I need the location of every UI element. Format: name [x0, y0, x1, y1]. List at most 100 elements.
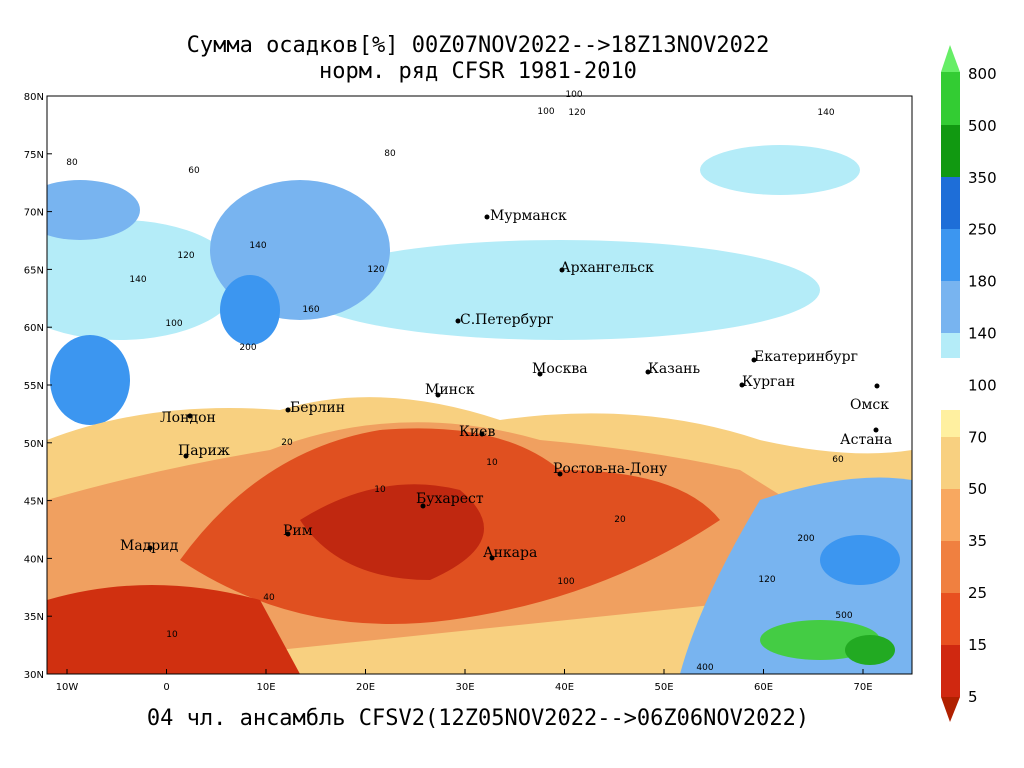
- lon-label: 0: [163, 682, 169, 693]
- legend-label: 35: [968, 532, 987, 550]
- contour-label: 140: [249, 241, 266, 251]
- city-label: Лондон: [160, 410, 216, 426]
- city-label: Астана: [840, 432, 892, 448]
- contour-label: 10: [374, 485, 386, 495]
- city-dot: [751, 357, 757, 363]
- legend-label: 100: [968, 376, 997, 394]
- city-label: Берлин: [290, 400, 345, 416]
- contour-label: 160: [302, 305, 319, 315]
- lat-label: 80N: [24, 92, 44, 103]
- lat-label: 50N: [24, 439, 44, 450]
- city-label: Екатеринбург: [754, 349, 858, 365]
- lon-label: 60E: [754, 682, 773, 693]
- contour-label: 200: [239, 343, 256, 353]
- lon-label: 70E: [853, 682, 872, 693]
- contour-label: 120: [568, 108, 585, 118]
- legend-label: 70: [968, 428, 987, 446]
- lat-label: 40N: [24, 554, 44, 565]
- city-dot: [873, 427, 879, 433]
- lon-label: 40E: [555, 682, 574, 693]
- city-label: Киев: [459, 424, 495, 440]
- contour-label: 140: [129, 275, 146, 285]
- contour-label: 140: [817, 108, 834, 118]
- legend-label: 25: [968, 584, 987, 602]
- contour-label: 400: [696, 663, 713, 673]
- city-dot: [435, 392, 441, 398]
- lat-label: 55N: [24, 381, 44, 392]
- contour-label: 120: [177, 251, 194, 261]
- contour-label: 80: [384, 149, 396, 159]
- contour-label: 10: [166, 630, 178, 640]
- city-dot: [557, 471, 563, 477]
- footer: 04 чл. ансамбль CFSV2(12Z05NOV2022-->06Z…: [147, 706, 809, 731]
- lat-label: 70N: [24, 208, 44, 219]
- city-dot: [559, 267, 565, 273]
- contour-label: 500: [835, 611, 852, 621]
- contour-label: 20: [281, 438, 293, 448]
- subtitle: норм. ряд CFSR 1981-2010: [319, 59, 637, 84]
- city-dot: [874, 383, 880, 389]
- lon-label: 10W: [56, 682, 79, 693]
- lat-label: 75N: [24, 150, 44, 161]
- title: Сумма осадков[%] 00Z07NOV2022-->18Z13NOV…: [187, 33, 770, 58]
- contour-label: 120: [367, 265, 384, 275]
- lat-label: 30N: [24, 670, 44, 681]
- colorbar: [941, 45, 960, 722]
- legend-label: 140: [968, 325, 997, 343]
- legend-label: 50: [968, 480, 987, 498]
- lat-label: 35N: [24, 612, 44, 623]
- city-label: Бухарест: [416, 491, 484, 507]
- city-dot: [739, 382, 745, 388]
- lon-label: 10E: [256, 682, 275, 693]
- legend-label: 15: [968, 636, 987, 654]
- city-dot: [285, 407, 291, 413]
- lon-label: 30E: [455, 682, 474, 693]
- contour-label: 60: [832, 455, 844, 465]
- city-label: Москва: [532, 361, 588, 377]
- legend-label: 180: [968, 273, 997, 291]
- contour-label: 100: [537, 107, 554, 117]
- legend-label: 350: [968, 169, 997, 187]
- city-label: Анкара: [483, 545, 537, 561]
- contour-label: 80: [66, 158, 78, 168]
- precip-field: [47, 96, 912, 674]
- city-dot: [479, 431, 485, 437]
- city-dot: [484, 214, 490, 220]
- contour-label: 120: [758, 575, 775, 585]
- lon-label: 50E: [654, 682, 673, 693]
- city-label: Омск: [850, 397, 889, 413]
- city-dot: [537, 371, 543, 377]
- city-label: Мадрид: [120, 538, 179, 554]
- city-label: С.Петербург: [460, 312, 554, 328]
- city-label: Архангельск: [560, 260, 654, 276]
- city-label: Мурманск: [490, 208, 567, 224]
- city-dot: [285, 531, 291, 537]
- lat-label: 65N: [24, 265, 44, 276]
- contour-label: 40: [263, 593, 275, 603]
- contour-label: 10: [486, 458, 498, 468]
- contour-label: 20: [614, 515, 626, 525]
- contour-label: 100: [165, 319, 182, 329]
- city-label: Курган: [742, 374, 795, 390]
- city-dot: [187, 413, 193, 419]
- legend-label: 800: [968, 65, 997, 83]
- city-dot: [420, 503, 426, 509]
- contour-label: 60: [188, 166, 200, 176]
- legend-label: 250: [968, 221, 997, 239]
- contour-label: 100: [565, 90, 582, 100]
- city-label: Минск: [425, 382, 475, 398]
- legend-label: 5: [968, 688, 978, 706]
- city-dot: [183, 453, 189, 459]
- city-label: Париж: [178, 443, 230, 459]
- city-dot: [489, 555, 495, 561]
- lat-label: 60N: [24, 323, 44, 334]
- city-label: Ростов-на-Дону: [553, 461, 668, 477]
- lat-label: 45N: [24, 497, 44, 508]
- city-label: Казань: [648, 361, 700, 377]
- legend-label: 500: [968, 117, 997, 135]
- city-dot: [147, 545, 153, 551]
- lon-label: 20E: [356, 682, 375, 693]
- city-label: Рим: [283, 523, 313, 539]
- city-dot: [645, 369, 651, 375]
